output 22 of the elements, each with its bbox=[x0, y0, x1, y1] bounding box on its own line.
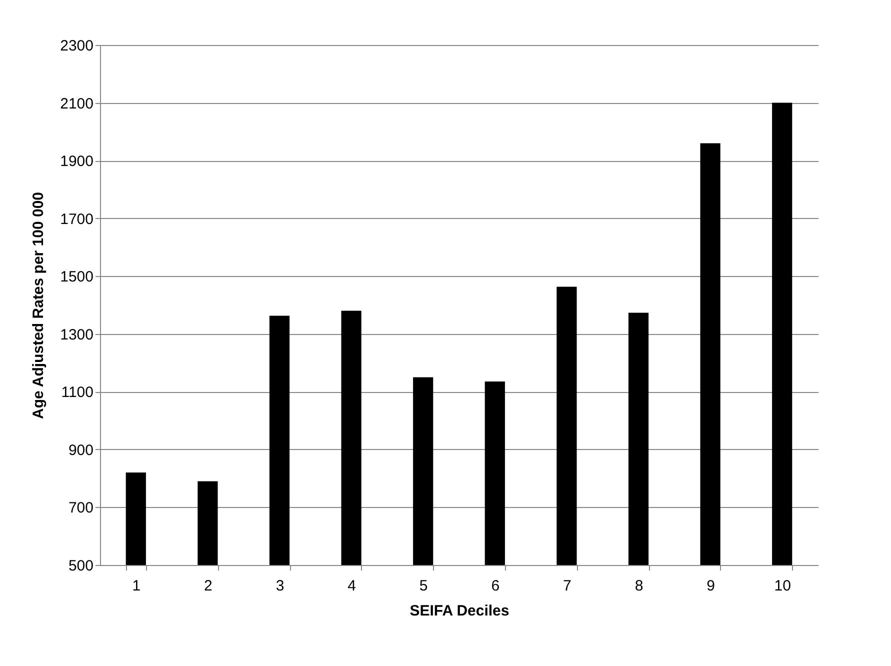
y-tick-label: 900 bbox=[68, 442, 94, 459]
x-tick-label: 7 bbox=[563, 578, 572, 594]
x-tick-label: 3 bbox=[276, 578, 284, 594]
x-tick-label: 4 bbox=[348, 578, 356, 594]
y-tick-label: 500 bbox=[68, 558, 94, 574]
x-tick-label: 1 bbox=[132, 578, 141, 594]
y-tick-label: 1700 bbox=[60, 210, 94, 228]
x-tick-label: 2 bbox=[204, 578, 212, 594]
x-tick-label: 5 bbox=[419, 578, 428, 594]
x-tick-label: 6 bbox=[491, 578, 500, 594]
y-tick-label: 1900 bbox=[60, 153, 94, 170]
y-axis-title: Age Adjusted Rates per 100 000 bbox=[30, 192, 48, 420]
y-tick-label: 2300 bbox=[60, 38, 94, 54]
y-tick-label: 2100 bbox=[60, 95, 94, 112]
y-tick-label: 1500 bbox=[60, 268, 94, 286]
y-tick-label: 700 bbox=[68, 500, 94, 517]
x-tick-label: 10 bbox=[774, 578, 791, 594]
x-tick-label: 9 bbox=[706, 578, 715, 594]
x-axis-title: SEIFA Deciles bbox=[410, 602, 510, 620]
y-tick-label: 1100 bbox=[61, 384, 94, 402]
y-tick-label: 1300 bbox=[60, 326, 94, 344]
x-tick-label: 8 bbox=[634, 578, 644, 594]
